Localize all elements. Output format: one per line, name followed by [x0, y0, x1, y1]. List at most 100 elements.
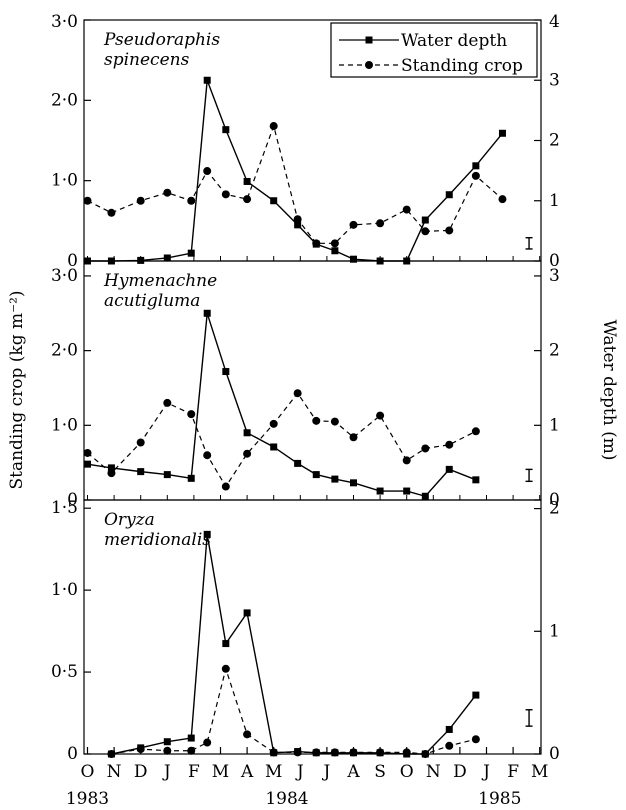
standing-crop-point — [312, 416, 321, 425]
water-depth-point — [222, 640, 230, 648]
right-tick-label: 3 — [549, 266, 560, 286]
water-depth-point — [472, 476, 480, 484]
standing-crop-point — [203, 451, 212, 460]
right-tick-label: 2 — [549, 341, 560, 361]
x-month-label: J — [321, 762, 330, 782]
standing-crop-point — [243, 449, 252, 458]
panel-title-line1: Pseudoraphis — [103, 30, 220, 50]
standing-crop-point — [83, 196, 92, 205]
left-tick-label: 1·0 — [51, 415, 78, 435]
standing-crop-point — [471, 735, 480, 744]
water-depth-line — [87, 80, 504, 262]
water-depth-point — [163, 254, 171, 262]
water-depth-line — [87, 313, 477, 498]
legend-label: Standing crop — [401, 56, 523, 76]
standing-crop-point — [445, 226, 454, 235]
standing-crop-point — [445, 741, 454, 750]
water-depth-point — [84, 460, 91, 468]
left-tick-label: 0 — [67, 251, 78, 271]
water-depth-point — [243, 609, 251, 617]
error-bar — [525, 709, 533, 727]
left-axis-title: Standing crop (kg m⁻²) — [7, 290, 27, 489]
standing-crop-point — [243, 195, 252, 204]
standing-crop-point — [107, 208, 116, 217]
x-month-label: M — [531, 762, 548, 782]
legend-label: Water depth — [401, 31, 507, 51]
water-depth-point — [107, 464, 115, 472]
standing-crop-point — [349, 220, 358, 229]
left-tick-label: 2·0 — [51, 90, 78, 110]
standing-crop-line — [87, 392, 477, 488]
standing-crop-point — [376, 219, 385, 228]
water-depth-point — [312, 471, 320, 479]
standing-crop-point — [471, 427, 480, 436]
water-depth-point — [421, 492, 429, 500]
water-depth-point — [421, 216, 429, 224]
right-tick-label: 3 — [549, 70, 560, 90]
right-tick-label: 2 — [549, 499, 560, 519]
water-depth-point — [137, 468, 145, 476]
standing-crop-point — [203, 738, 212, 747]
right-tick-label: 0 — [549, 251, 560, 271]
x-year-label: 1983 — [66, 789, 109, 809]
standing-crop-point — [330, 239, 339, 248]
error-bar — [525, 237, 533, 250]
water-depth-point — [472, 691, 480, 699]
standing-crop-point — [293, 389, 302, 398]
left-tick-label: 3·0 — [51, 12, 78, 32]
water-depth-point — [472, 162, 480, 170]
water-depth-point — [222, 368, 230, 376]
x-month-label: O — [400, 762, 414, 782]
left-tick-label: 1·0 — [51, 171, 78, 191]
water-depth-point — [312, 749, 320, 757]
right-tick-label: 1 — [549, 621, 560, 641]
x-month-label: N — [426, 762, 441, 782]
x-month-label: A — [240, 762, 254, 782]
error-bar — [525, 468, 533, 483]
standing-crop-point — [330, 417, 339, 426]
water-depth-point — [331, 475, 339, 483]
standing-crop-point — [421, 227, 430, 236]
panel-title-line1: Hymenachne — [103, 271, 217, 291]
water-depth-point — [203, 76, 211, 84]
standing-crop-point — [163, 398, 172, 407]
x-month-label: N — [107, 762, 122, 782]
standing-crop-point — [83, 448, 92, 457]
water-depth-point — [376, 487, 384, 495]
left-tick-label: 1·0 — [51, 580, 78, 600]
left-tick-label: 3·0 — [51, 266, 78, 286]
standing-crop-point — [269, 419, 278, 428]
water-depth-point — [187, 734, 195, 742]
standing-crop-point — [163, 188, 172, 197]
water-depth-point — [270, 443, 278, 451]
x-month-label: F — [507, 762, 519, 782]
water-depth-point — [294, 221, 302, 229]
standing-crop-point — [376, 411, 385, 420]
standing-crop-point — [136, 438, 145, 447]
legend-box — [330, 22, 538, 78]
standing-crop-point — [269, 122, 278, 131]
x-month-label: M — [265, 762, 282, 782]
standing-crop-point — [187, 746, 196, 755]
right-axis-title: Water depth (m) — [599, 320, 619, 461]
right-tick-label: 0 — [549, 744, 560, 764]
water-depth-point — [350, 255, 357, 263]
x-month-label: S — [374, 762, 386, 782]
standing-crop-point — [187, 196, 196, 205]
standing-crop-point — [293, 215, 302, 224]
panel-title-line2: spinecens — [104, 50, 190, 70]
x-month-label: F — [188, 762, 200, 782]
water-depth-line — [111, 534, 477, 755]
water-depth-point — [294, 459, 302, 467]
water-depth-point — [445, 465, 453, 473]
x-year-label: 1985 — [478, 789, 521, 809]
standing-crop-point — [349, 433, 358, 442]
panel-title-line2: meridionalis — [104, 530, 211, 550]
x-month-label: O — [81, 762, 95, 782]
panel-title-line1: Oryza — [104, 510, 155, 530]
standing-crop-point — [445, 440, 454, 449]
